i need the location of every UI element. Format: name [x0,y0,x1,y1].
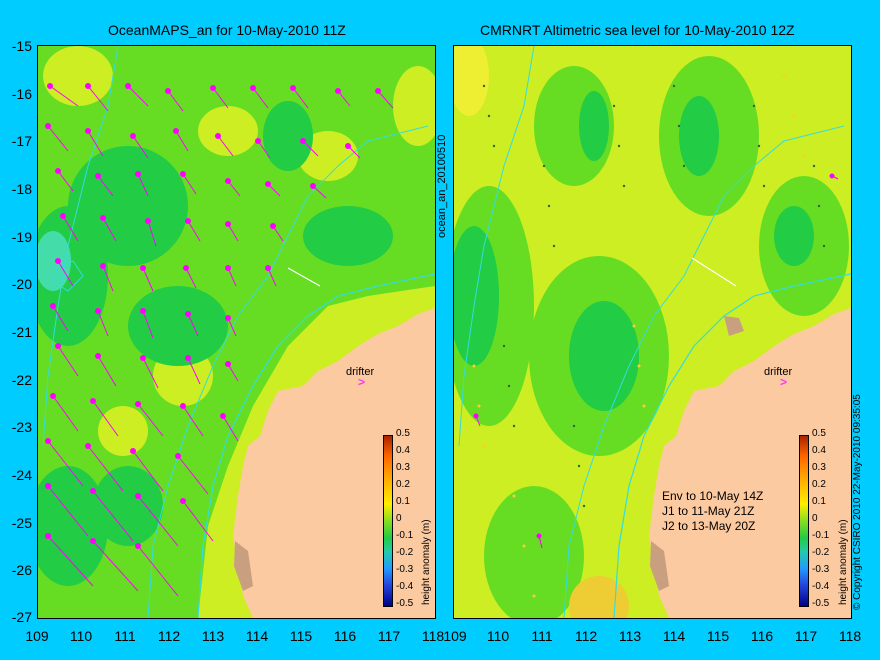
y-tick-label: -27 [11,609,32,625]
y-tick-label: -16 [11,86,32,102]
x-tick-label: 114 [245,628,269,644]
oceanmaps-map [38,46,435,618]
y-tick-label: -25 [11,515,32,531]
x-tick-label: 110 [69,628,93,644]
y-tick-label: -19 [11,229,32,245]
drifter-label: drifter [764,366,793,378]
y-tick-label: -20 [11,276,32,292]
legend-line: J2 to 13-May 20Z [662,519,756,533]
x-tick-label: 111 [531,628,553,644]
x-tick-label: 117 [794,628,818,644]
altimetric-map [454,46,851,618]
y-tick-label: -17 [11,133,32,149]
colorbar-tick: 0 [812,513,818,524]
colorbar-tick: 0.1 [396,496,410,507]
x-tick-label: 113 [201,628,225,644]
x-tick-label: 117 [377,628,401,644]
colorbar-tick: 0.5 [396,428,410,439]
left-panel-title: OceanMAPS_an for 10-May-2010 11Z [108,22,346,38]
colorbar-tick: -0.5 [812,598,830,609]
y-tick-label: -26 [11,562,32,578]
colorbar-tick: -0.1 [812,530,830,541]
x-tick-label: 109 [443,628,467,644]
colorbar-tick: -0.2 [396,547,414,558]
x-tick-label: 115 [706,628,730,644]
y-tick-label: -15 [11,38,32,54]
colorbar-right [799,435,809,607]
altimetric-map-panel[interactable] [453,45,852,619]
x-tick-label: 112 [574,628,598,644]
x-tick-label: 118 [421,628,445,644]
drifter-label: drifter [346,366,375,378]
legend-line: J1 to 11-May 21Z [662,504,755,518]
colorbar-tick: 0.3 [396,462,410,473]
y-tick-label: -22 [11,372,32,388]
x-tick-label: 114 [662,628,686,644]
colorbar-title: height anomaly (m) [838,519,849,605]
x-tick-label: 110 [486,628,510,644]
colorbar-tick: -0.4 [396,581,414,592]
y-tick-label: -23 [11,419,32,435]
legend-line: Env to 10-May 14Z [662,489,764,503]
oceanmaps-map-panel[interactable] [37,45,436,619]
colorbar-title: height anomaly (m) [421,519,432,605]
colorbar-left [383,435,393,607]
track-legend: Env to 10-May 14Z J1 to 11-May 21Z J2 to… [662,489,763,534]
x-tick-label: 111 [114,628,136,644]
colorbar-tick: -0.5 [396,598,414,609]
right-panel-title: CMRNRT Altimetric sea level for 10-May-2… [480,22,795,38]
colorbar-tick: -0.1 [396,530,414,541]
copyright-label: © Copyright CSIRO 2010 22-May-2010 09:35… [852,394,863,610]
colorbar-tick: 0.4 [812,445,826,456]
x-tick-label: 116 [750,628,774,644]
y-tick-label: -21 [11,324,32,340]
x-tick-label: 116 [333,628,357,644]
colorbar-tick: 0.2 [396,479,410,490]
dataset-id-label: ocean_an_20100510 [436,134,448,238]
colorbar-tick: -0.3 [396,564,414,575]
x-tick-label: 118 [838,628,862,644]
colorbar-tick: 0.3 [812,462,826,473]
x-tick-label: 115 [289,628,313,644]
x-tick-label: 113 [618,628,642,644]
y-tick-label: -18 [11,181,32,197]
colorbar-tick: 0.1 [812,496,826,507]
colorbar-tick: 0.5 [812,428,826,439]
x-tick-label: 109 [25,628,49,644]
colorbar-tick: 0 [396,513,402,524]
colorbar-tick: -0.4 [812,581,830,592]
colorbar-tick: -0.2 [812,547,830,558]
drifter-arrow-icon: > [358,375,366,389]
colorbar-tick: -0.3 [812,564,830,575]
drifter-arrow-icon: > [780,375,788,389]
colorbar-tick: 0.4 [396,445,410,456]
y-tick-label: -24 [11,467,32,483]
x-tick-label: 112 [157,628,181,644]
colorbar-tick: 0.2 [812,479,826,490]
